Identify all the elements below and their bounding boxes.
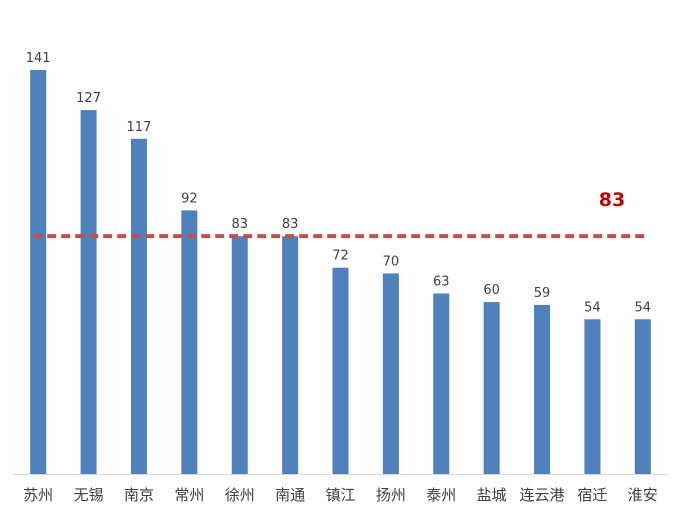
bar-9 xyxy=(483,302,500,474)
x-tick-label-9: 盐城 xyxy=(477,486,507,504)
data-label-8: 63 xyxy=(433,274,450,289)
data-label-11: 54 xyxy=(584,300,601,315)
x-tick-label-3: 常州 xyxy=(174,486,204,504)
data-label-10: 59 xyxy=(534,286,551,301)
data-label-9: 60 xyxy=(483,283,500,298)
bars-layer xyxy=(30,70,651,475)
data-label-5: 83 xyxy=(282,217,299,232)
reference-layer: 83 xyxy=(33,189,648,239)
bar-1 xyxy=(80,110,97,475)
data-label-12: 54 xyxy=(635,300,652,315)
x-tick-label-2: 南京 xyxy=(124,486,154,504)
x-tick-label-4: 徐州 xyxy=(225,486,255,504)
x-tick-label-0: 苏州 xyxy=(23,486,53,504)
data-label-6: 72 xyxy=(332,249,349,264)
x-tick-label-10: 连云港 xyxy=(520,486,565,504)
x-tick-label-7: 扬州 xyxy=(376,486,406,504)
x-tick-label-5: 南通 xyxy=(275,486,305,504)
data-label-2: 117 xyxy=(127,120,152,135)
x-tick-label-8: 泰州 xyxy=(426,486,456,504)
data-label-3: 92 xyxy=(181,191,198,206)
data-label-0: 141 xyxy=(26,51,51,66)
reference-line-label: 83 xyxy=(599,189,625,211)
bar-3 xyxy=(181,210,198,474)
bar-0 xyxy=(30,70,47,474)
bar-12 xyxy=(634,319,651,474)
bar-5 xyxy=(282,236,299,474)
x-tick-label-12: 淮安 xyxy=(628,486,658,504)
data-label-1: 127 xyxy=(76,91,101,106)
data-label-4: 83 xyxy=(231,217,248,232)
bar-6 xyxy=(332,267,349,474)
bar-4 xyxy=(231,236,248,474)
data-label-7: 70 xyxy=(383,254,400,269)
x-tick-label-1: 无锡 xyxy=(74,486,104,504)
bar-11 xyxy=(584,319,601,474)
x-tick-label-6: 镇江 xyxy=(325,486,355,504)
bar-2 xyxy=(130,138,147,474)
bar-8 xyxy=(433,293,450,474)
x-tick-label-11: 宿迁 xyxy=(577,486,607,504)
bar-7 xyxy=(382,273,399,474)
labels-layer: 141 苏州 127 无锡 117 南京 92 常州 83 徐州 83 南通 72 镇江 70 扬州 63 泰州 6… xyxy=(23,51,658,504)
bar-10 xyxy=(534,304,551,474)
